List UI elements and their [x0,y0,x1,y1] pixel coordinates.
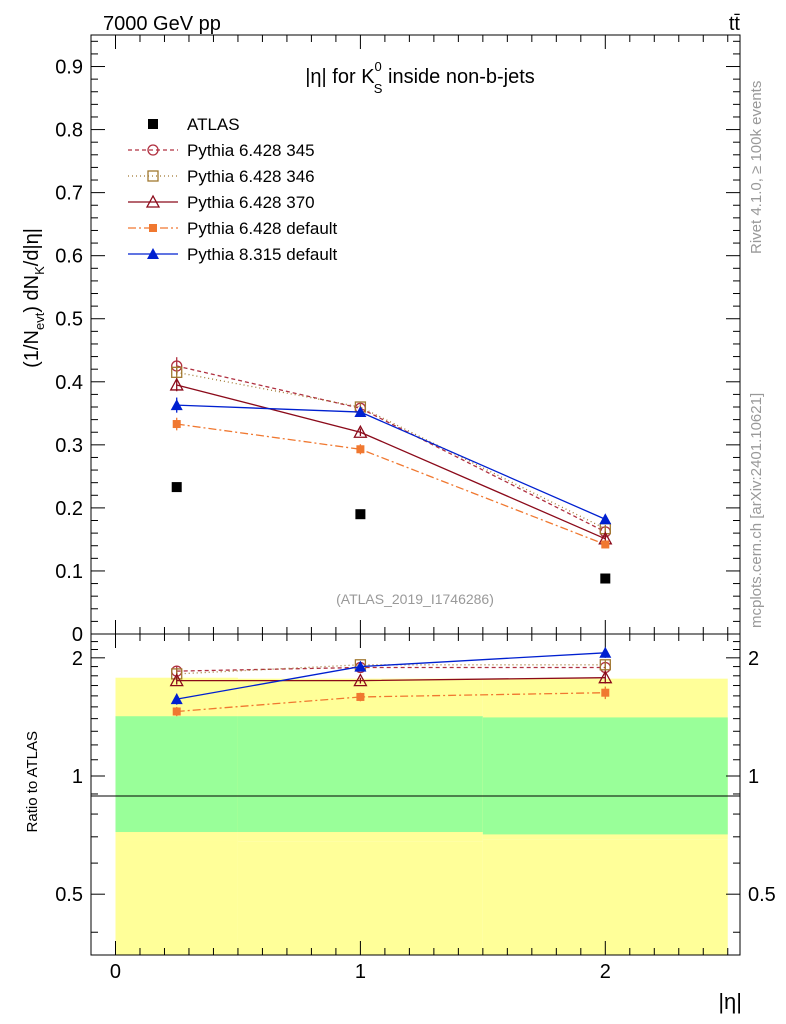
y-tick-label: 0.3 [55,435,83,457]
y-tick-label: 0.6 [55,246,83,268]
legend-entry: Pythia 6.428 346 [128,167,315,186]
ratio-data-point [598,670,613,684]
ratio-data-point [601,688,610,697]
legend-label: Pythia 6.428 345 [187,141,315,160]
series-pythia-6-428-370 [169,377,613,545]
ratio-y-tick-label-right: 1 [748,766,759,788]
data-point [169,377,184,391]
ratio-series-line [176,692,606,713]
ratio-y-tick-label: 1 [72,766,83,788]
x-tick-label: 2 [600,961,611,983]
legend-label: Pythia 8.315 default [187,245,338,264]
main-panel: 00.10.20.30.40.50.60.70.80.9 |η| for K0 S… [21,34,741,646]
y-tick-label: 0.1 [55,561,83,583]
data-point [356,445,365,454]
data-point [171,366,183,378]
series-line [176,371,606,530]
legend-entry: Pythia 6.428 default [128,219,338,238]
energy-label: 7000 GeV pp [103,13,221,35]
data-point [599,513,612,525]
legend-marker [149,224,157,232]
y-axis-label: (1/Nevt) dNK/d|η| [21,228,47,368]
ratio-y-tick-label-right: 2 [748,648,759,670]
ratio-y-tick-label: 0.5 [55,884,83,906]
legend-label: Pythia 6.428 370 [187,193,315,212]
legend-marker [148,119,158,129]
series-pythia-6-428-default [172,417,610,549]
ratio-data-point [599,659,611,671]
ratio-series-pythia-6-428-370 [169,670,613,687]
rivet-version-label: Rivet 4.1.0, ≥ 100k events [748,81,765,254]
series-pythia-8-315-default [170,397,612,525]
ratio-total-band-lower [482,839,728,955]
ratio-stat-band [237,716,483,833]
ratio-data-point [170,693,183,705]
ratio-y-axis-label: Ratio to ATLAS [24,731,41,832]
ratio-total-band-lower [237,841,483,955]
y-tick-label: 0.2 [55,498,83,520]
title-main: |η| for K [305,66,375,88]
series-line [176,404,606,520]
title-suffix: inside non-b-jets [382,66,534,88]
ratio-data-point [356,692,365,701]
legend-label: ATLAS [187,115,240,134]
series-line [176,365,606,533]
ratio-y-tick-label-right: 0.5 [748,884,776,906]
data-point [170,399,183,411]
data-point [601,540,610,549]
legend-entry: ATLAS [148,115,240,134]
data-point [354,406,367,418]
x-tick-label: 0 [110,961,121,983]
ratio-stat-band [115,716,238,833]
data-point [355,509,366,520]
ratio-stat-band [482,717,728,835]
data-point [172,420,181,429]
legend: ATLAS Pythia 6.428 345 Pythia 6.428 346 Pyt… [128,115,338,264]
ratio-y-tick-label: 2 [72,648,83,670]
legend-label: Pythia 6.428 346 [187,167,315,186]
x-tick-label: 1 [355,961,366,983]
ratio-series-pythia-8-315-default [170,646,612,705]
legend-marker [147,144,159,156]
legend-marker [145,194,161,208]
ratio-panel: 0.5 0.5 1 1 2 2 0 1 2 Ratio to ATLAS |η| [24,633,776,1014]
legend-entry: Pythia 8.315 default [128,245,338,264]
x-axis-label: |η| [718,989,742,1014]
y-tick-label: 0.5 [55,309,83,331]
ratio-series-pythia-6-428-default [172,686,610,717]
ratio-data-point [353,673,368,687]
data-point [171,482,182,493]
legend-entry: Pythia 6.428 345 [128,141,315,160]
y-tick-label: 0.8 [55,120,83,142]
ratio-data-point [169,673,184,687]
legend-label: Pythia 6.428 default [187,219,338,238]
process-label: tt̄ [729,13,741,35]
legend-entry: Pythia 6.428 370 [128,193,315,212]
ratio-data-point [354,660,367,672]
analysis-id-label: (ATLAS_2019_I1746286) [336,591,494,607]
ratio-series-pythia-6-428-346 [171,659,611,680]
y-tick-label: 0.9 [55,57,83,79]
y-tick-label: 0.7 [55,183,83,205]
series-pythia-6-428-346 [171,366,611,535]
legend-marker [147,248,159,259]
y-tick-label: 0 [72,624,83,646]
ratio-total-band-lower [115,840,238,955]
series-pythia-6-428-345 [171,357,611,538]
legend-marker [147,170,159,182]
chart-title: |η| for K0 S inside non-b-jets [305,59,535,96]
data-point [600,573,611,584]
series-atlas [171,482,611,584]
y-tick-label: 0.4 [55,372,83,394]
ratio-frame [90,633,741,956]
title-superscript: 0 [375,59,382,74]
ratio-data-point [172,707,181,716]
ratio-data-point [599,646,612,658]
data-point [353,424,368,438]
title-subscript: S [374,81,383,96]
source-label: mcplots.cern.ch [arXiv:2401.10621] [748,393,765,628]
series-line [176,423,606,546]
